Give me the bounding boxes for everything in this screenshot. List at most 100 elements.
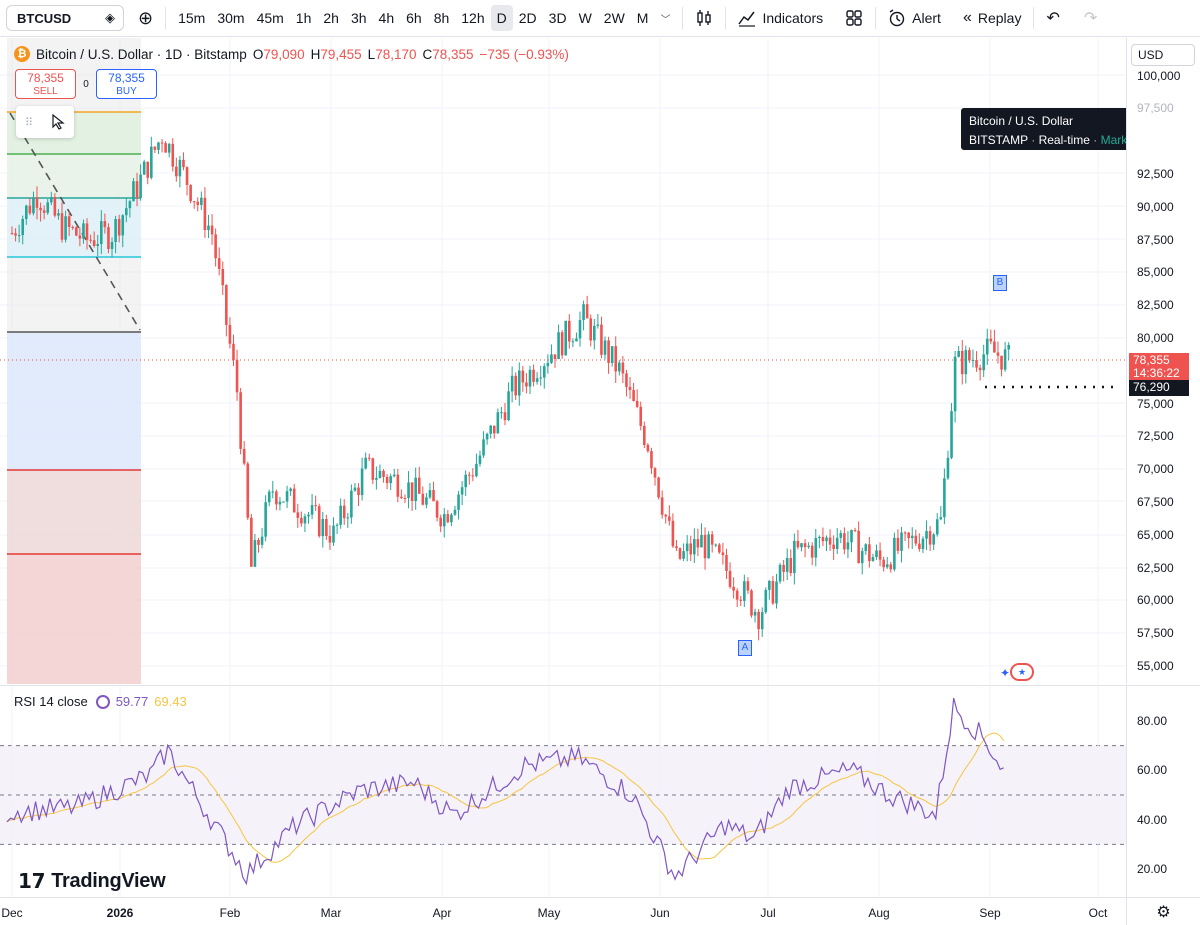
refresh-icon[interactable] — [95, 694, 110, 709]
candle-body — [67, 216, 71, 227]
undo-button[interactable]: ↶ — [1046, 10, 1060, 27]
indicators-button[interactable]: Indicators — [732, 5, 829, 31]
candle-body — [625, 373, 628, 387]
interval-15m[interactable]: 15m — [178, 10, 206, 26]
interval-2h[interactable]: 2h — [323, 10, 339, 26]
tradingview-watermark[interactable]: 𝟭𝟳 TradingView — [18, 869, 166, 894]
interval-1h[interactable]: 1h — [295, 10, 312, 26]
high-key: H — [310, 46, 321, 62]
candle-body — [39, 207, 42, 211]
interval-2W[interactable]: 2W — [603, 10, 625, 26]
interval-3D[interactable]: 3D — [548, 10, 567, 26]
candle-body — [275, 491, 278, 505]
rsi-tick: 40.00 — [1137, 812, 1168, 827]
rsi-pane[interactable]: RSI 14 close 59.77 69.43 𝟭𝟳 TradingView — [0, 685, 1126, 897]
symbol-search[interactable]: BTCUSD ◈ — [6, 5, 124, 31]
time-tick: May — [537, 906, 561, 920]
candle-body — [510, 375, 514, 392]
currency-select[interactable]: USD — [1131, 44, 1195, 66]
alert-button[interactable]: Alert — [882, 5, 947, 31]
interval-4h[interactable]: 4h — [378, 10, 395, 26]
candle-body — [49, 197, 53, 203]
rsi-label: RSI 14 close — [14, 694, 88, 709]
candle-body — [914, 535, 918, 544]
candle-body — [10, 233, 14, 235]
candle-body — [943, 478, 946, 518]
main-chart-pane[interactable]: ₿ Bitcoin / U.S. Dollar · 1D · Bitstamp … — [0, 38, 1126, 684]
candle-body — [289, 488, 292, 492]
interval-more-chevron-icon[interactable]: ﹀ — [660, 14, 671, 26]
price-chart-canvas[interactable] — [0, 38, 1126, 684]
candle-body — [918, 543, 921, 549]
candle-body — [378, 470, 382, 478]
candle-body — [700, 534, 703, 548]
candle-body — [693, 539, 696, 555]
candle-body — [385, 476, 389, 484]
watchlist-diamond-icon[interactable]: ◈ — [105, 10, 115, 25]
candle-body — [671, 520, 675, 547]
redo-button[interactable]: ↷ — [1083, 10, 1098, 27]
candle-body — [657, 477, 660, 498]
candle-body — [821, 536, 825, 542]
indicators-label: Indicators — [762, 10, 824, 26]
candle-body — [639, 406, 643, 426]
candle-body — [835, 537, 839, 550]
symbol-legend: ₿ Bitcoin / U.S. Dollar · 1D · Bitstamp … — [14, 46, 569, 62]
interval-W[interactable]: W — [578, 10, 592, 26]
candle-body — [442, 514, 446, 527]
last-price-value: 78,355 — [1133, 353, 1170, 367]
alert-label: Alert — [912, 10, 941, 26]
change-value: −735 (−0.93%) — [479, 46, 569, 62]
settings-gear-icon[interactable]: ⚙ — [1126, 897, 1200, 925]
interval-6h[interactable]: 6h — [406, 10, 422, 26]
candle-body — [232, 343, 235, 361]
marker-b[interactable]: B — [993, 275, 1007, 291]
interval-45m[interactable]: 45m — [256, 10, 284, 26]
price-tick: 57,500 — [1137, 626, 1174, 641]
compare-add-button[interactable]: ⊕ — [138, 7, 154, 28]
time-axis[interactable]: Dec 2026 Feb Mar Apr May Jun Jul Aug Sep Oct — [0, 897, 1126, 925]
rsi-axis[interactable]: 80.00 60.00 40.00 20.00 — [1126, 685, 1200, 897]
marker-a[interactable]: A — [738, 640, 752, 656]
candle-body — [714, 544, 718, 546]
interval-D[interactable]: D — [490, 5, 513, 31]
candle-body — [793, 540, 796, 574]
interval-8h[interactable]: 8h — [433, 10, 450, 26]
candle-body — [982, 354, 985, 371]
replay-label: Replay — [977, 10, 1022, 26]
candle-body — [175, 166, 178, 177]
candle-body — [542, 366, 546, 378]
rsi-chart-canvas[interactable] — [0, 686, 1126, 897]
candle-body — [435, 501, 439, 518]
candle-body — [482, 439, 485, 456]
candle-body — [153, 146, 157, 150]
interval-30m[interactable]: 30m — [217, 10, 245, 26]
buy-button[interactable]: 78,355 BUY — [96, 69, 157, 99]
time-tick: Jul — [760, 906, 776, 920]
spread-value: 0 — [83, 78, 89, 90]
candle-body — [217, 258, 221, 269]
candle-body — [303, 516, 307, 524]
candle-body — [796, 540, 800, 548]
price-axis[interactable]: USD 100,000 97,500 92,500 90,000 87,500 85,00… — [1126, 38, 1200, 684]
drag-handle-icon[interactable]: ⠿ — [24, 116, 34, 129]
horizontal-line-price-tag: 76,290 — [1129, 380, 1189, 396]
candle-body — [235, 360, 239, 393]
fib-zone — [7, 154, 141, 198]
candle-body — [192, 201, 196, 203]
cursor-arrow-icon[interactable] — [51, 114, 65, 130]
layouts-button[interactable] — [839, 5, 869, 31]
interval-2D[interactable]: 2D — [518, 10, 537, 26]
interval-3h[interactable]: 3h — [350, 10, 367, 26]
chart-type-candles-button[interactable] — [689, 5, 719, 31]
sell-button[interactable]: 78,355 SELL — [15, 69, 76, 99]
replay-button[interactable]: « Replay — [957, 5, 1028, 31]
candle-body — [860, 551, 864, 564]
candle-body — [843, 533, 846, 550]
drawing-cursor-widget[interactable]: ⠿ — [16, 106, 74, 138]
us-flag-icon[interactable]: ★ — [1010, 663, 1034, 681]
candle-body — [678, 548, 682, 559]
interval-M[interactable]: M — [636, 10, 649, 26]
candle-body — [964, 350, 968, 375]
interval-12h[interactable]: 12h — [461, 10, 485, 26]
